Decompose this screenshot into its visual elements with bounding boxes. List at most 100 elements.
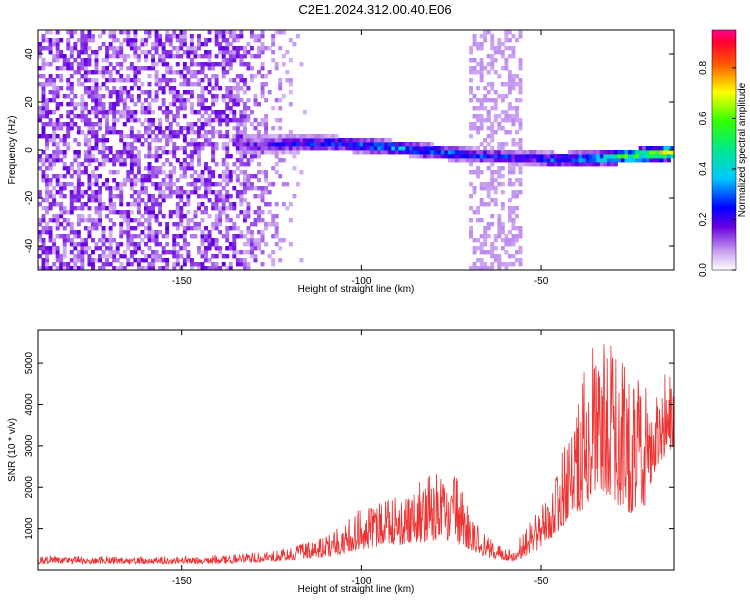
spectrogram-cell <box>257 210 261 215</box>
spectrogram-cell <box>66 42 71 47</box>
spectrogram-cell <box>260 42 265 47</box>
spectrogram-cell <box>83 74 88 79</box>
spectrogram-cell <box>136 266 141 270</box>
spectrogram-cell <box>76 186 81 191</box>
spectrogram-cell <box>73 266 78 270</box>
spectrogram-cell <box>144 66 148 71</box>
spectrogram-cell <box>295 146 300 151</box>
spectrogram-cell <box>225 234 230 239</box>
spectrogram-cell <box>133 190 138 195</box>
spectrogram-cell <box>38 254 42 259</box>
spectrogram-cell <box>645 154 650 159</box>
spectrogram-cell <box>98 102 102 107</box>
spectrogram-cell <box>504 238 509 243</box>
spectrogram-cell <box>504 66 509 71</box>
spectrogram-cell <box>543 154 548 159</box>
spectrogram-cell <box>228 90 233 95</box>
spectrogram-cell <box>189 130 194 135</box>
spectrogram-cell <box>260 82 265 87</box>
spectrogram-cell <box>377 138 382 143</box>
spectrogram-cell <box>221 210 226 215</box>
spectrogram-cell <box>472 42 477 47</box>
spectrogram-cell <box>543 158 548 163</box>
spectrogram-cell <box>193 62 198 67</box>
chart-title: C2E1.2024.312.00.40.E06 <box>298 2 451 17</box>
spectrogram-cell <box>179 74 184 79</box>
spectrogram-cell <box>76 62 81 67</box>
spectrogram-cell <box>472 170 477 175</box>
spectrogram-cell <box>242 250 247 255</box>
spectrogram-cell <box>507 218 512 223</box>
spectrogram-cell <box>472 66 477 71</box>
spectrogram-cell <box>246 178 251 183</box>
snr-plot-area <box>38 330 674 570</box>
spectrogram-cell <box>80 98 85 103</box>
spectrogram-cell <box>119 74 124 79</box>
spectrogram-cell <box>476 86 481 91</box>
spectrogram-cell <box>119 86 124 91</box>
spectrogram-cell <box>41 170 46 175</box>
spectrogram-cell <box>264 190 269 195</box>
spectrogram-cell <box>331 138 336 143</box>
spectrogram-cell <box>271 182 276 187</box>
spectrogram-cell <box>168 122 173 127</box>
spectrogram-cell <box>126 262 131 267</box>
spectrogram-cell <box>500 150 505 155</box>
spectrogram-cell <box>490 250 495 255</box>
spectrogram-cell <box>69 162 74 167</box>
spectrogram-cell <box>493 254 498 259</box>
spectrogram-cell <box>119 254 124 259</box>
spectrogram-cell <box>129 170 134 175</box>
spectrogram-cell <box>214 30 219 35</box>
spectrogram-cell <box>469 50 473 55</box>
spectrogram-cell <box>288 38 293 43</box>
spectrogram-cell <box>246 142 251 147</box>
spectrogram-cell <box>257 246 261 251</box>
y-tick-label: 2000 <box>24 476 35 499</box>
spectrogram-cell <box>129 166 134 171</box>
spectrogram-cell <box>48 110 53 115</box>
spectrogram-cell <box>80 58 85 63</box>
spectrogram-cell <box>285 50 290 55</box>
spectrogram-cell <box>303 138 307 143</box>
spectrogram-cell <box>221 66 226 71</box>
spectrogram-cell <box>154 150 159 155</box>
spectrogram-cell <box>511 242 516 247</box>
spectrogram-cell <box>317 146 322 151</box>
spectrogram-cell <box>94 222 99 227</box>
spectrogram-cell <box>235 178 240 183</box>
spectrogram-cell <box>165 174 170 179</box>
spectrogram-cell <box>55 254 60 259</box>
spectrogram-cell <box>76 234 81 239</box>
spectrogram-cell <box>136 210 141 215</box>
spectrogram-cell <box>48 166 53 171</box>
spectrogram-cell <box>624 150 629 155</box>
spectrogram-cell <box>87 194 92 199</box>
spectrogram-cell <box>200 194 205 199</box>
spectrogram-cell <box>250 122 254 127</box>
spectrogram-cell <box>472 150 477 155</box>
spectrogram-cell <box>94 138 99 143</box>
spectrogram-cell <box>147 170 152 175</box>
spectrogram-cell <box>235 86 240 91</box>
spectrogram-cell <box>52 110 57 115</box>
spectrogram-cell <box>112 154 117 159</box>
spectrogram-cell <box>129 158 134 163</box>
spectrogram-cell <box>193 178 198 183</box>
spectrogram-cell <box>41 162 46 167</box>
spectrogram-cell <box>179 46 184 51</box>
spectrogram-cell <box>41 90 46 95</box>
spectrogram-cell <box>278 82 283 87</box>
spectrogram-cell <box>285 146 290 151</box>
spectrogram-cell <box>182 190 187 195</box>
spectrogram-cell <box>189 150 194 155</box>
colorbar-ticks: 0.00.20.40.60.8 <box>698 61 736 277</box>
spectrogram-cell <box>483 186 488 191</box>
spectrogram-cell <box>239 262 244 267</box>
spectrogram-cell <box>260 90 265 95</box>
spectrogram-cell <box>129 126 134 131</box>
spectrogram-cell <box>112 38 117 43</box>
spectrogram-cell <box>204 142 208 147</box>
spectrogram-cell <box>469 226 473 231</box>
spectrogram-cell <box>80 38 85 43</box>
